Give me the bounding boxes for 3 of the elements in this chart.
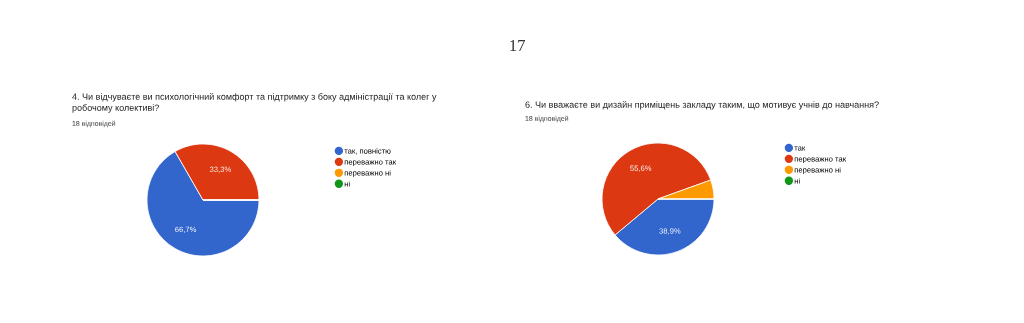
chart-title: 4. Чи відчуваєте ви психологічний комфорт та підтримку з боку адміністрації та колег у робочому колективі? [72, 93, 437, 113]
text: 17 [510, 40, 525, 52]
chart-title: 6. Чи вважаєте ви дизайн приміщень закладу таким, що мотивує учнів до навчання? [525, 101, 879, 110]
